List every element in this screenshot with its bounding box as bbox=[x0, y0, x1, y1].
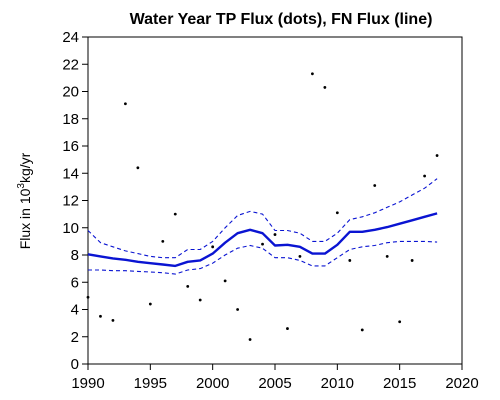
tp-flux-point bbox=[411, 259, 414, 262]
y-tick-label: 24 bbox=[62, 29, 79, 46]
tp-flux-point bbox=[149, 303, 152, 306]
tp-flux-point bbox=[136, 166, 139, 169]
y-tick-label: 4 bbox=[71, 302, 79, 319]
y-axis-label-main: Flux in 10 bbox=[17, 188, 33, 249]
x-axis: 1990 1995 2000 2005 2010 2015 2020 bbox=[71, 364, 478, 392]
plot-area bbox=[88, 37, 462, 364]
y-tick-label: 16 bbox=[62, 138, 79, 155]
tp-flux-point bbox=[124, 102, 127, 105]
y-tick-label: 0 bbox=[71, 356, 79, 373]
y-axis-label: Flux in 103kg/yr bbox=[16, 152, 33, 249]
tp-flux-point bbox=[261, 243, 264, 246]
y-tick-label: 20 bbox=[62, 84, 79, 101]
tp-flux-point bbox=[87, 296, 90, 299]
y-tick-label: 12 bbox=[62, 193, 79, 210]
fn-flux-line bbox=[88, 213, 437, 266]
data-points bbox=[87, 72, 439, 340]
tp-flux-point bbox=[299, 255, 302, 258]
chart-title: Water Year TP Flux (dots), FN Flux (line… bbox=[130, 11, 433, 28]
tp-flux-point bbox=[236, 308, 239, 311]
tp-flux-point bbox=[249, 338, 252, 341]
x-tick-label: 1990 bbox=[71, 375, 104, 392]
x-tick-label: 2010 bbox=[321, 375, 354, 392]
x-tick-label: 2000 bbox=[196, 375, 229, 392]
x-tick-label: 1995 bbox=[134, 375, 167, 392]
y-tick-label: 22 bbox=[62, 56, 79, 73]
tp-flux-point bbox=[336, 211, 339, 214]
x-tick-label: 2020 bbox=[445, 375, 478, 392]
tp-flux-point bbox=[311, 72, 314, 75]
x-tick-label: 2005 bbox=[258, 375, 291, 392]
tp-flux-point bbox=[199, 299, 202, 302]
y-tick-label: 2 bbox=[71, 329, 79, 346]
tp-flux-point bbox=[436, 154, 439, 157]
y-tick-label: 10 bbox=[62, 220, 79, 237]
tp-flux-point bbox=[398, 320, 401, 323]
tp-flux-point bbox=[186, 285, 189, 288]
trend-line bbox=[88, 213, 437, 266]
tp-flux-point bbox=[99, 315, 102, 318]
tp-flux-point bbox=[361, 329, 364, 332]
y-axis-label-unit: kg/yr bbox=[17, 152, 33, 183]
x-tick-label: 2015 bbox=[383, 375, 416, 392]
plot-frame bbox=[88, 37, 462, 364]
confidence-band-line bbox=[88, 241, 437, 274]
tp-flux-point bbox=[224, 279, 227, 282]
tp-flux-point bbox=[211, 245, 214, 248]
y-tick-label: 8 bbox=[71, 247, 79, 264]
tp-flux-point bbox=[112, 319, 115, 322]
tp-flux-point bbox=[161, 240, 164, 243]
tp-flux-point bbox=[423, 175, 426, 178]
y-tick-label: 14 bbox=[62, 165, 79, 182]
tp-flux-point bbox=[174, 213, 177, 216]
tp-flux-point bbox=[323, 86, 326, 89]
band-lines bbox=[88, 179, 437, 274]
tp-flux-point bbox=[274, 233, 277, 236]
confidence-band-line bbox=[88, 179, 437, 258]
y-tick-label: 18 bbox=[62, 111, 79, 128]
tp-flux-point bbox=[386, 255, 389, 258]
tp-flux-point bbox=[373, 184, 376, 187]
tp-flux-point bbox=[348, 259, 351, 262]
y-tick-label: 6 bbox=[71, 274, 79, 291]
tp-flux-point bbox=[286, 327, 289, 330]
